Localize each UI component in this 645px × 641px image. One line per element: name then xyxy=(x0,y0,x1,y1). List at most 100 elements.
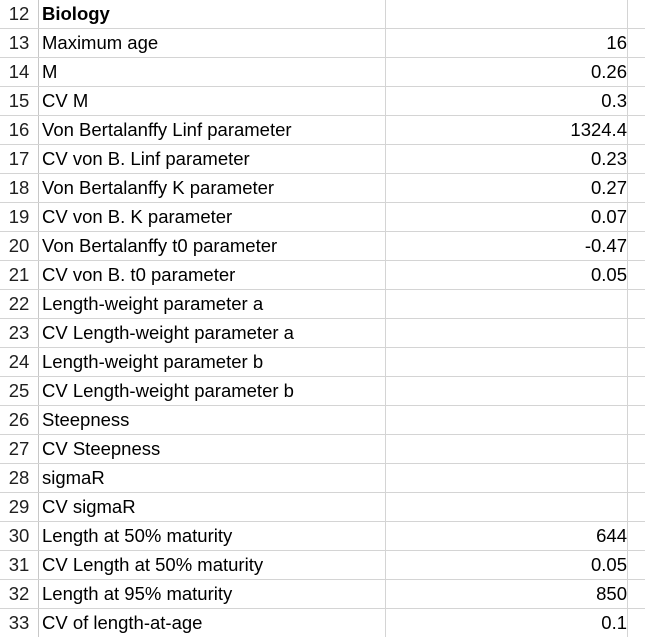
cell-empty[interactable] xyxy=(628,116,645,144)
cell-label[interactable]: CV Length-weight parameter b xyxy=(42,377,386,405)
cell-value[interactable]: 0.23 xyxy=(387,145,628,173)
cell-label[interactable]: CV Length-weight parameter a xyxy=(42,319,386,347)
cell-empty[interactable] xyxy=(628,174,645,202)
row-header[interactable]: 27 xyxy=(0,435,39,463)
row-header[interactable]: 25 xyxy=(0,377,39,405)
cell-label[interactable]: CV Steepness xyxy=(42,435,386,463)
row-header[interactable]: 24 xyxy=(0,348,39,376)
sheet-row-27: 27 CV Steepness xyxy=(0,435,645,464)
cell-label[interactable]: Von Bertalanffy K parameter xyxy=(42,174,386,202)
cell-value[interactable] xyxy=(387,435,628,463)
sheet-row-12: 12 Biology xyxy=(0,0,645,29)
cell-label[interactable]: Length at 95% maturity xyxy=(42,580,386,608)
sheet-row-24: 24 Length-weight parameter b xyxy=(0,348,645,377)
cell-value[interactable]: 1324.4 xyxy=(387,116,628,144)
sheet-row-19: 19 CV von B. K parameter 0.07 xyxy=(0,203,645,232)
cell-label[interactable]: Von Bertalanffy t0 parameter xyxy=(42,232,386,260)
cell-value[interactable]: 0.05 xyxy=(387,261,628,289)
row-header[interactable]: 13 xyxy=(0,29,39,57)
row-header[interactable]: 33 xyxy=(0,609,39,637)
cell-value[interactable]: 644 xyxy=(387,522,628,550)
row-header[interactable]: 19 xyxy=(0,203,39,231)
cell-value[interactable]: 0.07 xyxy=(387,203,628,231)
sheet-row-30: 30 Length at 50% maturity 644 xyxy=(0,522,645,551)
row-header[interactable]: 28 xyxy=(0,464,39,492)
cell-label[interactable]: CV von B. Linf parameter xyxy=(42,145,386,173)
cell-label[interactable]: CV M xyxy=(42,87,386,115)
cell-label[interactable]: sigmaR xyxy=(42,464,386,492)
row-header[interactable]: 26 xyxy=(0,406,39,434)
cell-label[interactable]: Length-weight parameter a xyxy=(42,290,386,318)
cell-value[interactable]: 0.3 xyxy=(387,87,628,115)
cell-label[interactable]: CV sigmaR xyxy=(42,493,386,521)
cell-label[interactable]: CV of length-at-age xyxy=(42,609,386,637)
cell-value[interactable]: 16 xyxy=(387,29,628,57)
cell-label[interactable]: CV von B. t0 parameter xyxy=(42,261,386,289)
row-header[interactable]: 12 xyxy=(0,0,39,28)
row-header[interactable]: 29 xyxy=(0,493,39,521)
row-header[interactable]: 21 xyxy=(0,261,39,289)
cell-empty[interactable] xyxy=(628,58,645,86)
cell-empty[interactable] xyxy=(628,319,645,347)
row-header[interactable]: 23 xyxy=(0,319,39,347)
row-header[interactable]: 22 xyxy=(0,290,39,318)
sheet-row-29: 29 CV sigmaR xyxy=(0,493,645,522)
cell-value[interactable] xyxy=(387,290,628,318)
cell-empty[interactable] xyxy=(628,87,645,115)
cell-label[interactable]: Maximum age xyxy=(42,29,386,57)
sheet-row-21: 21 CV von B. t0 parameter 0.05 xyxy=(0,261,645,290)
cell-label[interactable]: M xyxy=(42,58,386,86)
cell-value[interactable]: -0.47 xyxy=(387,232,628,260)
cell-label[interactable]: CV von B. K parameter xyxy=(42,203,386,231)
cell-value[interactable]: 0.05 xyxy=(387,551,628,579)
sheet-row-23: 23 CV Length-weight parameter a xyxy=(0,319,645,348)
cell-label[interactable]: Length-weight parameter b xyxy=(42,348,386,376)
sheet-row-25: 25 CV Length-weight parameter b xyxy=(0,377,645,406)
cell-label[interactable]: Steepness xyxy=(42,406,386,434)
cell-empty[interactable] xyxy=(628,406,645,434)
row-header[interactable]: 15 xyxy=(0,87,39,115)
cell-empty[interactable] xyxy=(628,377,645,405)
cell-value[interactable] xyxy=(387,406,628,434)
cell-value[interactable] xyxy=(387,319,628,347)
cell-empty[interactable] xyxy=(628,145,645,173)
row-header[interactable]: 14 xyxy=(0,58,39,86)
row-header[interactable]: 31 xyxy=(0,551,39,579)
cell-empty[interactable] xyxy=(628,261,645,289)
cell-empty[interactable] xyxy=(628,29,645,57)
cell-empty[interactable] xyxy=(628,435,645,463)
cell-empty[interactable] xyxy=(628,493,645,521)
cell-empty[interactable] xyxy=(628,464,645,492)
cell-value[interactable]: 850 xyxy=(387,580,628,608)
row-header[interactable]: 32 xyxy=(0,580,39,608)
cell-value[interactable]: 0.26 xyxy=(387,58,628,86)
cell-empty[interactable] xyxy=(628,522,645,550)
sheet-row-22: 22 Length-weight parameter a xyxy=(0,290,645,319)
row-header[interactable]: 20 xyxy=(0,232,39,260)
cell-value[interactable] xyxy=(387,348,628,376)
row-header[interactable]: 17 xyxy=(0,145,39,173)
cell-empty[interactable] xyxy=(628,609,645,637)
cell-label[interactable]: Von Bertalanffy Linf parameter xyxy=(42,116,386,144)
cell-empty[interactable] xyxy=(628,580,645,608)
sheet-row-18: 18 Von Bertalanffy K parameter 0.27 xyxy=(0,174,645,203)
cell-label[interactable]: Length at 50% maturity xyxy=(42,522,386,550)
row-header[interactable]: 18 xyxy=(0,174,39,202)
cell-empty[interactable] xyxy=(628,203,645,231)
cell-empty[interactable] xyxy=(628,348,645,376)
cell-value[interactable]: 0.27 xyxy=(387,174,628,202)
cell-value[interactable] xyxy=(387,493,628,521)
cell-empty[interactable] xyxy=(628,232,645,260)
cell-value[interactable] xyxy=(387,0,628,28)
cell-empty[interactable] xyxy=(628,551,645,579)
cell-value[interactable] xyxy=(387,464,628,492)
row-header[interactable]: 16 xyxy=(0,116,39,144)
row-header[interactable]: 30 xyxy=(0,522,39,550)
cell-value[interactable]: 0.1 xyxy=(387,609,628,637)
sheet-row-15: 15 CV M 0.3 xyxy=(0,87,645,116)
cell-label[interactable]: Biology xyxy=(42,0,386,28)
cell-value[interactable] xyxy=(387,377,628,405)
cell-empty[interactable] xyxy=(628,290,645,318)
cell-label[interactable]: CV Length at 50% maturity xyxy=(42,551,386,579)
cell-empty[interactable] xyxy=(628,0,645,28)
